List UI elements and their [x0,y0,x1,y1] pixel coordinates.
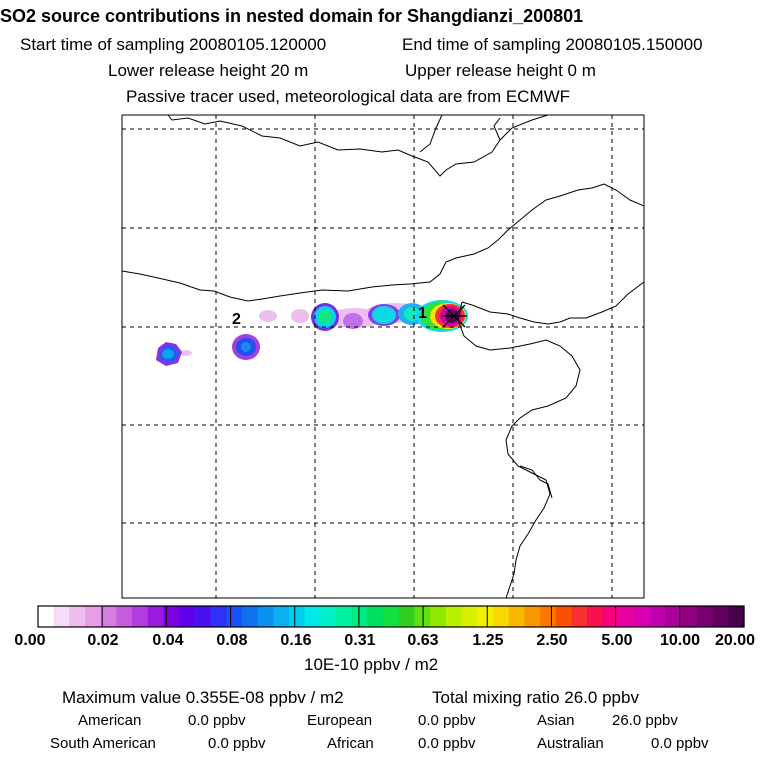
colorbar-tick-label: 20.00 [714,632,756,649]
colorbar-swatch [241,606,259,627]
european-value: 0.0 ppbv [418,712,476,729]
colorbar-swatch [398,606,416,627]
start-time: Start time of sampling 20080105.120000 [20,35,327,54]
upper-release-height: Upper release height 0 m [405,61,596,80]
colorbar-swatch [226,606,243,627]
colorbar-tick-label: 0.31 [344,632,376,649]
colorbar-swatch [69,606,86,627]
colorbar-swatch [336,606,353,627]
end-time: End time of sampling 20080105.150000 [402,35,703,54]
colorbar-swatch [681,606,698,627]
colorbar-swatch [289,606,306,627]
total-mixing-ratio: Total mixing ratio 26.0 ppbv [432,688,639,707]
plume-source-2-blob [232,334,260,360]
colorbar-swatch [508,606,525,627]
colorbar-tick-label: 1.25 [472,632,504,649]
colorbar-swatch [85,606,102,627]
colorbar-swatch [100,606,118,627]
colorbar-tick-label: 0.02 [87,632,119,649]
colorbar-swatch [618,606,635,627]
colorbar-tick-label: 0.16 [280,632,312,649]
colorbar-tick-label: 2.50 [536,632,568,649]
colorbar-swatch [116,606,133,627]
american-value: 0.0 ppbv [188,712,246,729]
colorbar-unit: 10E-10 ppbv / m2 [304,655,439,674]
page-title: SO2 source contributions in nested domai… [0,6,584,26]
colorbar-swatch [351,606,369,627]
colorbar-swatch [492,606,510,627]
colorbar-swatch [179,606,196,627]
colorbar-frame [37,605,745,628]
colorbar-swatch [430,606,447,627]
asian-value: 26.0 ppbv [612,712,678,729]
colorbar-swatch [540,606,557,627]
plume-west-blob [156,342,182,366]
colorbar-tick-label: 0.04 [152,632,184,649]
colorbar-swatch [163,606,180,627]
colorbar-swatch [461,606,478,627]
colorbar-swatch [712,606,729,627]
colorbar-swatch [649,606,667,627]
colorbar-swatch [696,606,714,627]
colorbar-swatch [602,606,620,627]
colorbar-tick-label: 0.08 [216,632,248,649]
colorbar-tick-label: 10.00 [659,632,701,649]
coastline-borders [122,115,644,598]
colorbar-swatch [665,606,682,627]
max-value: Maximum value 0.355E-08 ppbv / m2 [62,688,344,707]
colorbar-swatch [383,606,400,627]
south-american-value: 0.0 ppbv [208,735,266,752]
colorbar-swatch [555,606,573,627]
colorbar-swatch [210,606,227,627]
source-marker-1: 1 [418,305,427,322]
colorbar-tick-label: 5.00 [601,632,633,649]
colorbar-swatch [304,606,321,627]
colorbar-swatch [367,606,384,627]
african-value: 0.0 ppbv [418,735,476,752]
colorbar-swatch [524,606,541,627]
african-label: African [327,735,374,752]
colorbar-swatch [320,606,337,627]
asian-label: Asian [537,712,575,729]
colorbar-swatch [257,606,274,627]
tracer-note: Passive tracer used, meteorological data… [126,87,571,106]
american-label: American [78,712,142,729]
colorbar-swatch [273,606,290,627]
colorbar-swatch [728,606,745,627]
colorbar-swatch [571,606,588,627]
colorbar-swatch [634,606,651,627]
colorbar-swatch [445,606,463,627]
colorbar-tick-label: 0.00 [14,632,46,649]
colorbar-tick-label: 0.63 [407,632,439,649]
colorbar-swatch [147,606,165,627]
colorbar-swatch [477,606,494,627]
colorbar [38,606,745,627]
colorbar-swatch [194,606,212,627]
source-marker-2: 2 [232,311,241,328]
colorbar-swatch [587,606,604,627]
colorbar-swatch [53,606,70,627]
european-label: European [307,712,373,729]
plume-source-1-blob [416,300,468,332]
australian-value: 0.0 ppbv [651,735,709,752]
star-cross-icon [441,304,467,328]
plume-middle-blob [311,303,426,331]
colorbar-swatch [38,606,55,627]
colorbar-swatch [132,606,149,627]
graticule [122,115,644,598]
lower-release-height: Lower release height 20 m [108,61,309,80]
map-frame [121,114,645,599]
australian-label: Australian [537,735,604,752]
south-american-label: South American [50,735,156,752]
